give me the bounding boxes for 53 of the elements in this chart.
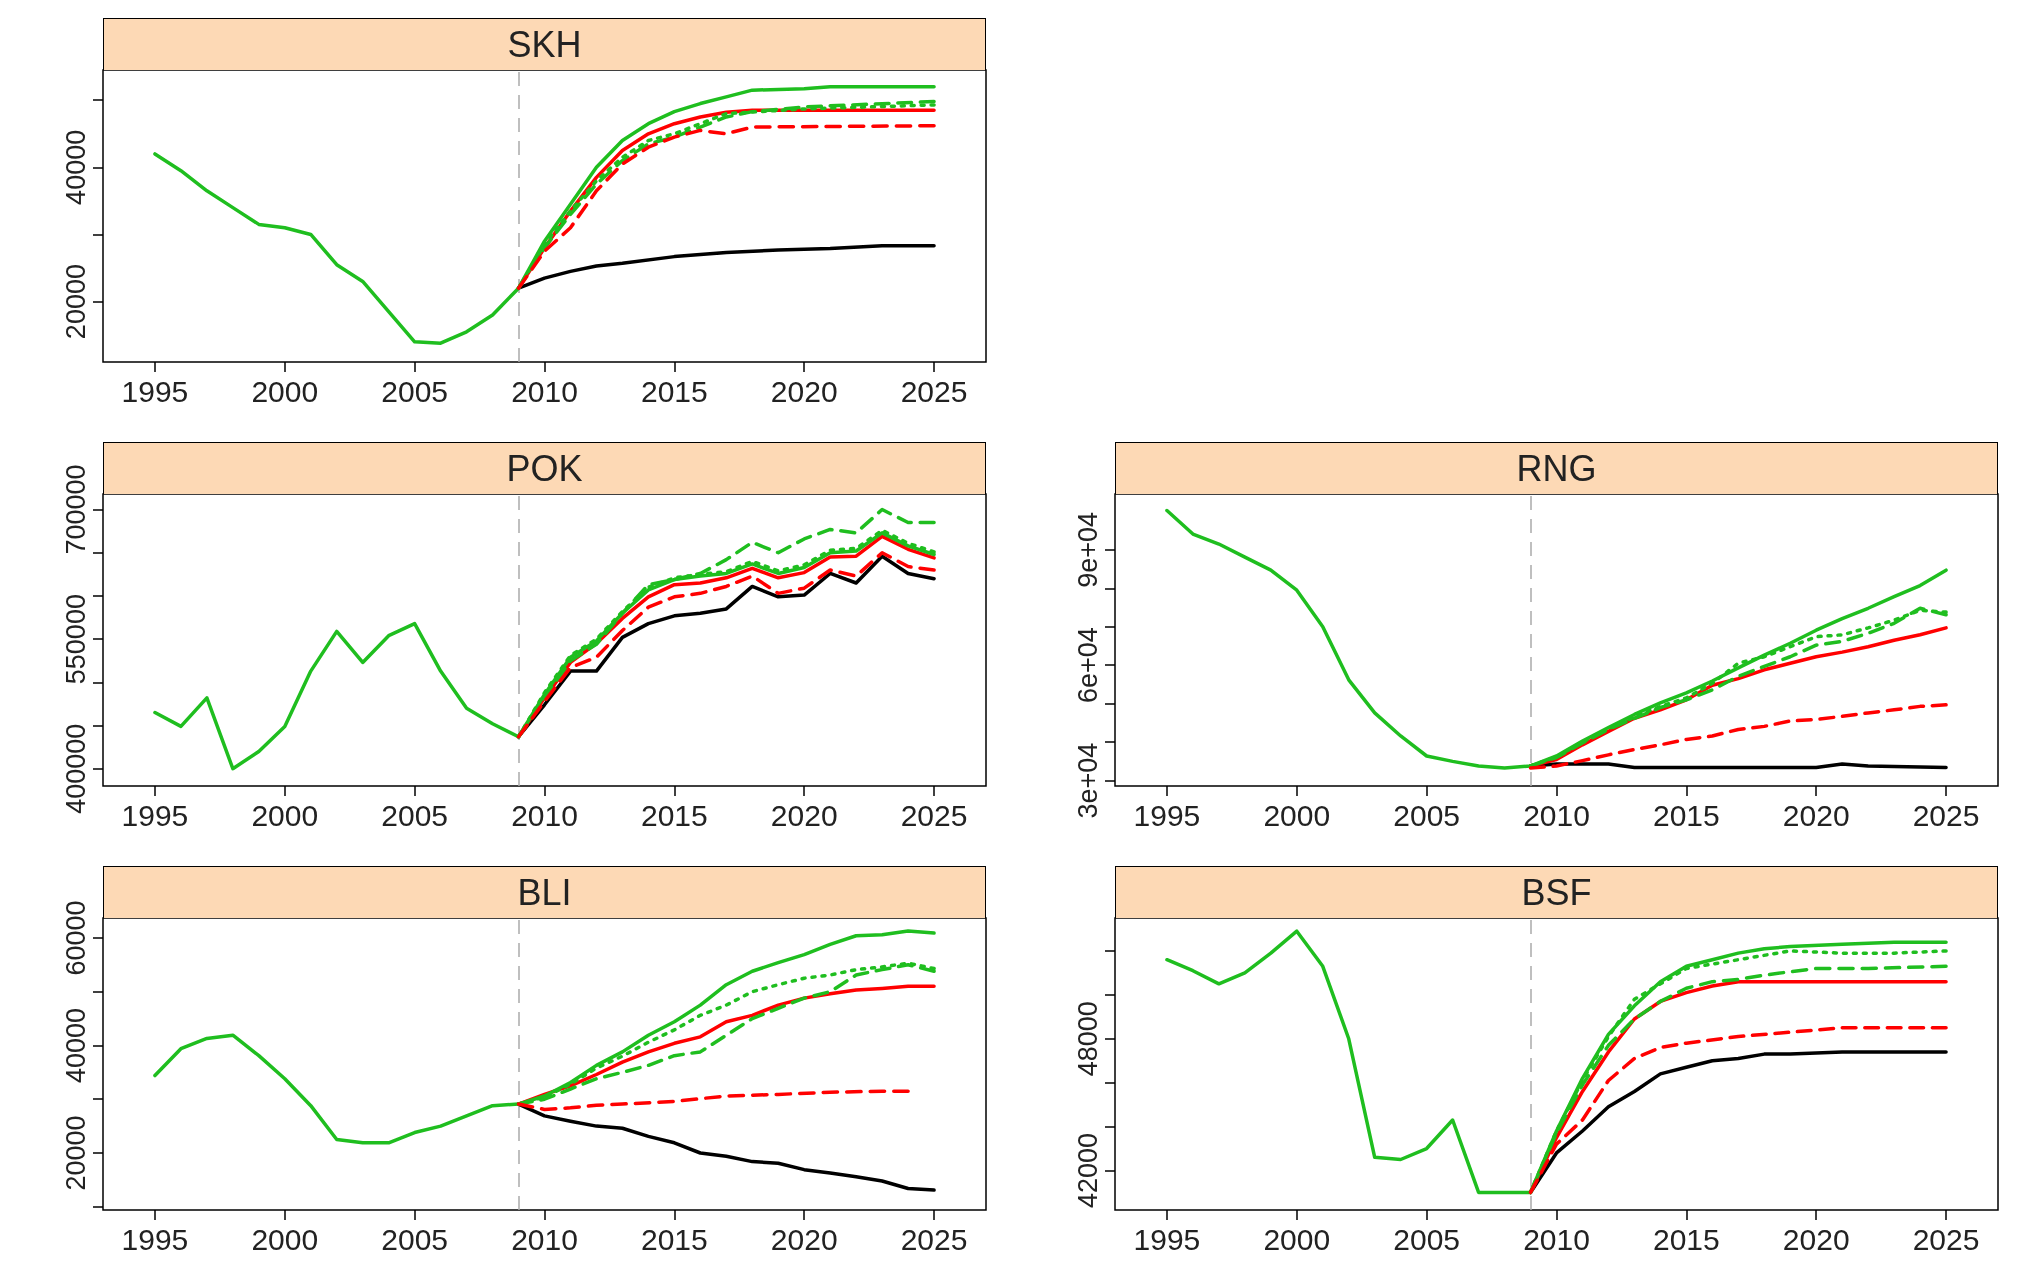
y-tick-label: 9e+04 — [1072, 511, 1103, 588]
chart-title: BLI — [103, 866, 986, 918]
chart-title: SKH — [103, 18, 986, 70]
x-tick-label: 2010 — [1523, 798, 1590, 832]
y-tick-label: 40000 — [60, 1007, 91, 1083]
x-tick-label: 2015 — [640, 1222, 708, 1256]
y-tick-label: 20000 — [60, 264, 91, 340]
x-tick-label: 2025 — [1912, 1222, 1980, 1256]
y-tick-label: 20000 — [60, 1115, 91, 1191]
y-tick-label: 550000 — [60, 594, 91, 685]
x-tick-label: 2015 — [640, 374, 708, 408]
x-tick-label: 2020 — [770, 374, 838, 408]
x-tick-label: 1995 — [1133, 798, 1201, 832]
chart-title: RNG — [1115, 442, 1998, 494]
y-tick-label: 48000 — [1072, 1001, 1103, 1077]
x-tick-label: 2005 — [1393, 798, 1461, 832]
chart-title: POK — [103, 442, 986, 494]
x-tick-label: 2005 — [381, 374, 449, 408]
x-tick-label: 2015 — [640, 798, 708, 832]
x-tick-label: 2010 — [1523, 1222, 1590, 1256]
x-tick-label: 2000 — [251, 374, 319, 408]
x-tick-label: 2020 — [1782, 1222, 1850, 1256]
x-tick-label: 2005 — [1393, 1222, 1461, 1256]
x-tick-label: 2020 — [1782, 798, 1850, 832]
y-tick-label: 42000 — [1072, 1132, 1103, 1209]
x-tick-label: 2010 — [511, 1222, 578, 1256]
y-tick-label: 60000 — [60, 900, 91, 976]
x-tick-label: 2025 — [900, 798, 968, 832]
x-tick-label: 2025 — [900, 1222, 968, 1256]
y-tick-label: 40000 — [60, 129, 91, 205]
x-tick-label: 2005 — [381, 1222, 449, 1256]
x-tick-label: 2000 — [251, 1222, 319, 1256]
x-tick-label: 2010 — [511, 798, 578, 832]
x-tick-label: 2010 — [511, 374, 578, 408]
x-tick-label: 1995 — [121, 798, 189, 832]
x-tick-label: 2020 — [770, 1222, 838, 1256]
x-tick-label: 2020 — [770, 798, 838, 832]
y-tick-label: 3e+04 — [1072, 742, 1103, 819]
x-tick-label: 1995 — [1133, 1222, 1201, 1256]
x-tick-label: 2000 — [1263, 798, 1331, 832]
chart-title: BSF — [1115, 866, 1998, 918]
x-tick-label: 2015 — [1652, 1222, 1720, 1256]
x-tick-label: 2005 — [381, 798, 449, 832]
y-tick-label: 700000 — [60, 464, 91, 555]
x-tick-label: 2015 — [1652, 798, 1720, 832]
x-tick-label: 1995 — [121, 374, 189, 408]
x-tick-label: 1995 — [121, 1222, 189, 1256]
x-tick-label: 2000 — [1263, 1222, 1331, 1256]
x-tick-label: 2000 — [251, 798, 319, 832]
x-tick-label: 2025 — [900, 374, 968, 408]
y-tick-label: 400000 — [60, 723, 91, 814]
y-tick-label: 6e+04 — [1072, 627, 1103, 704]
x-tick-label: 2025 — [1912, 798, 1980, 832]
